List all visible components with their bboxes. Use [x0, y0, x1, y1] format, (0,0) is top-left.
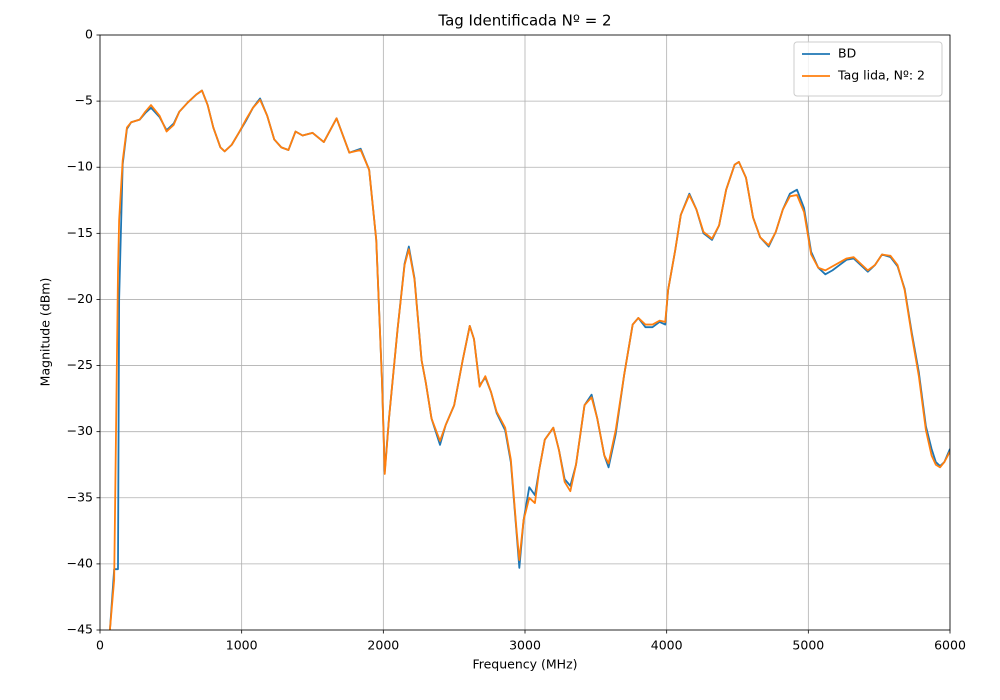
x-tick-label: 1000	[226, 638, 258, 653]
legend-box	[793, 41, 943, 97]
x-axis-label: Frequency (MHz)	[472, 657, 577, 672]
plot-frame	[99, 34, 951, 631]
legend-label: Tag lida, Nº: 2	[837, 68, 925, 83]
x-tick-label: 6000	[934, 638, 966, 653]
y-tick-label: −25	[67, 357, 93, 372]
y-tick-label: −35	[67, 489, 93, 504]
y-tick-label: −40	[67, 555, 93, 570]
x-tick-label: 2000	[367, 638, 399, 653]
y-axis-label: Magnitude (dBm)	[38, 278, 53, 387]
data-line	[109, 89, 950, 630]
chart-title: Tag Identificada Nº = 2	[437, 12, 611, 30]
x-tick-label: 3000	[509, 638, 541, 653]
x-tick-label: 5000	[792, 638, 824, 653]
y-tick-label: −30	[67, 423, 93, 438]
y-tick-label: −5	[75, 93, 93, 108]
y-tick-label: −10	[67, 159, 93, 174]
y-tick-label: −15	[67, 225, 93, 240]
y-tick-label: 0	[85, 27, 93, 42]
x-tick-label: 4000	[651, 638, 683, 653]
y-tick-label: −20	[67, 291, 93, 306]
legend-label: BD	[838, 46, 856, 61]
x-tick-label: 0	[96, 638, 104, 653]
y-tick-label: −45	[67, 622, 93, 637]
